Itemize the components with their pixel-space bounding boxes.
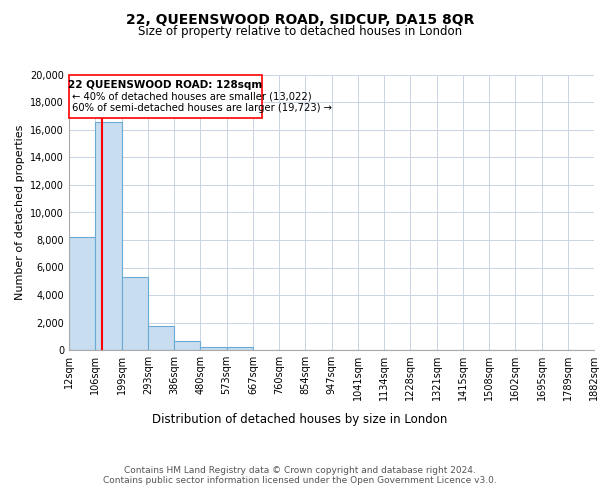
Text: ← 40% of detached houses are smaller (13,022): ← 40% of detached houses are smaller (13… [72,92,311,102]
Text: 22 QUEENSWOOD ROAD: 128sqm: 22 QUEENSWOOD ROAD: 128sqm [68,80,263,90]
Bar [148,326,174,350]
Text: Size of property relative to detached houses in London: Size of property relative to detached ho… [138,25,462,38]
Text: 60% of semi-detached houses are larger (19,723) →: 60% of semi-detached houses are larger (… [72,104,332,114]
Text: 22, QUEENSWOOD ROAD, SIDCUP, DA15 8QR: 22, QUEENSWOOD ROAD, SIDCUP, DA15 8QR [126,12,474,26]
Bar [69,238,95,350]
Bar [174,341,200,350]
Text: Contains HM Land Registry data © Crown copyright and database right 2024.: Contains HM Land Registry data © Crown c… [124,466,476,475]
Text: Contains public sector information licensed under the Open Government Licence v3: Contains public sector information licen… [103,476,497,485]
Bar [121,277,148,350]
Y-axis label: Number of detached properties: Number of detached properties [15,125,25,300]
Bar [227,347,253,350]
Bar [95,122,121,350]
FancyBboxPatch shape [69,76,262,118]
Bar [200,346,227,350]
Text: Distribution of detached houses by size in London: Distribution of detached houses by size … [152,412,448,426]
